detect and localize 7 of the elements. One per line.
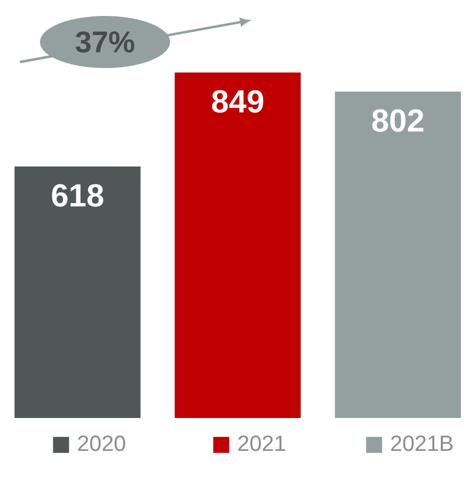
x-tick-label: 2020 <box>78 436 126 452</box>
x-tick-label: 2021 <box>238 436 286 452</box>
data-label: 849 <box>212 90 264 113</box>
x-tick-label: 2021B <box>391 436 453 452</box>
text: 37% <box>76 31 134 53</box>
data-label: 802 <box>372 109 424 132</box>
data-label: 618 <box>52 184 104 207</box>
